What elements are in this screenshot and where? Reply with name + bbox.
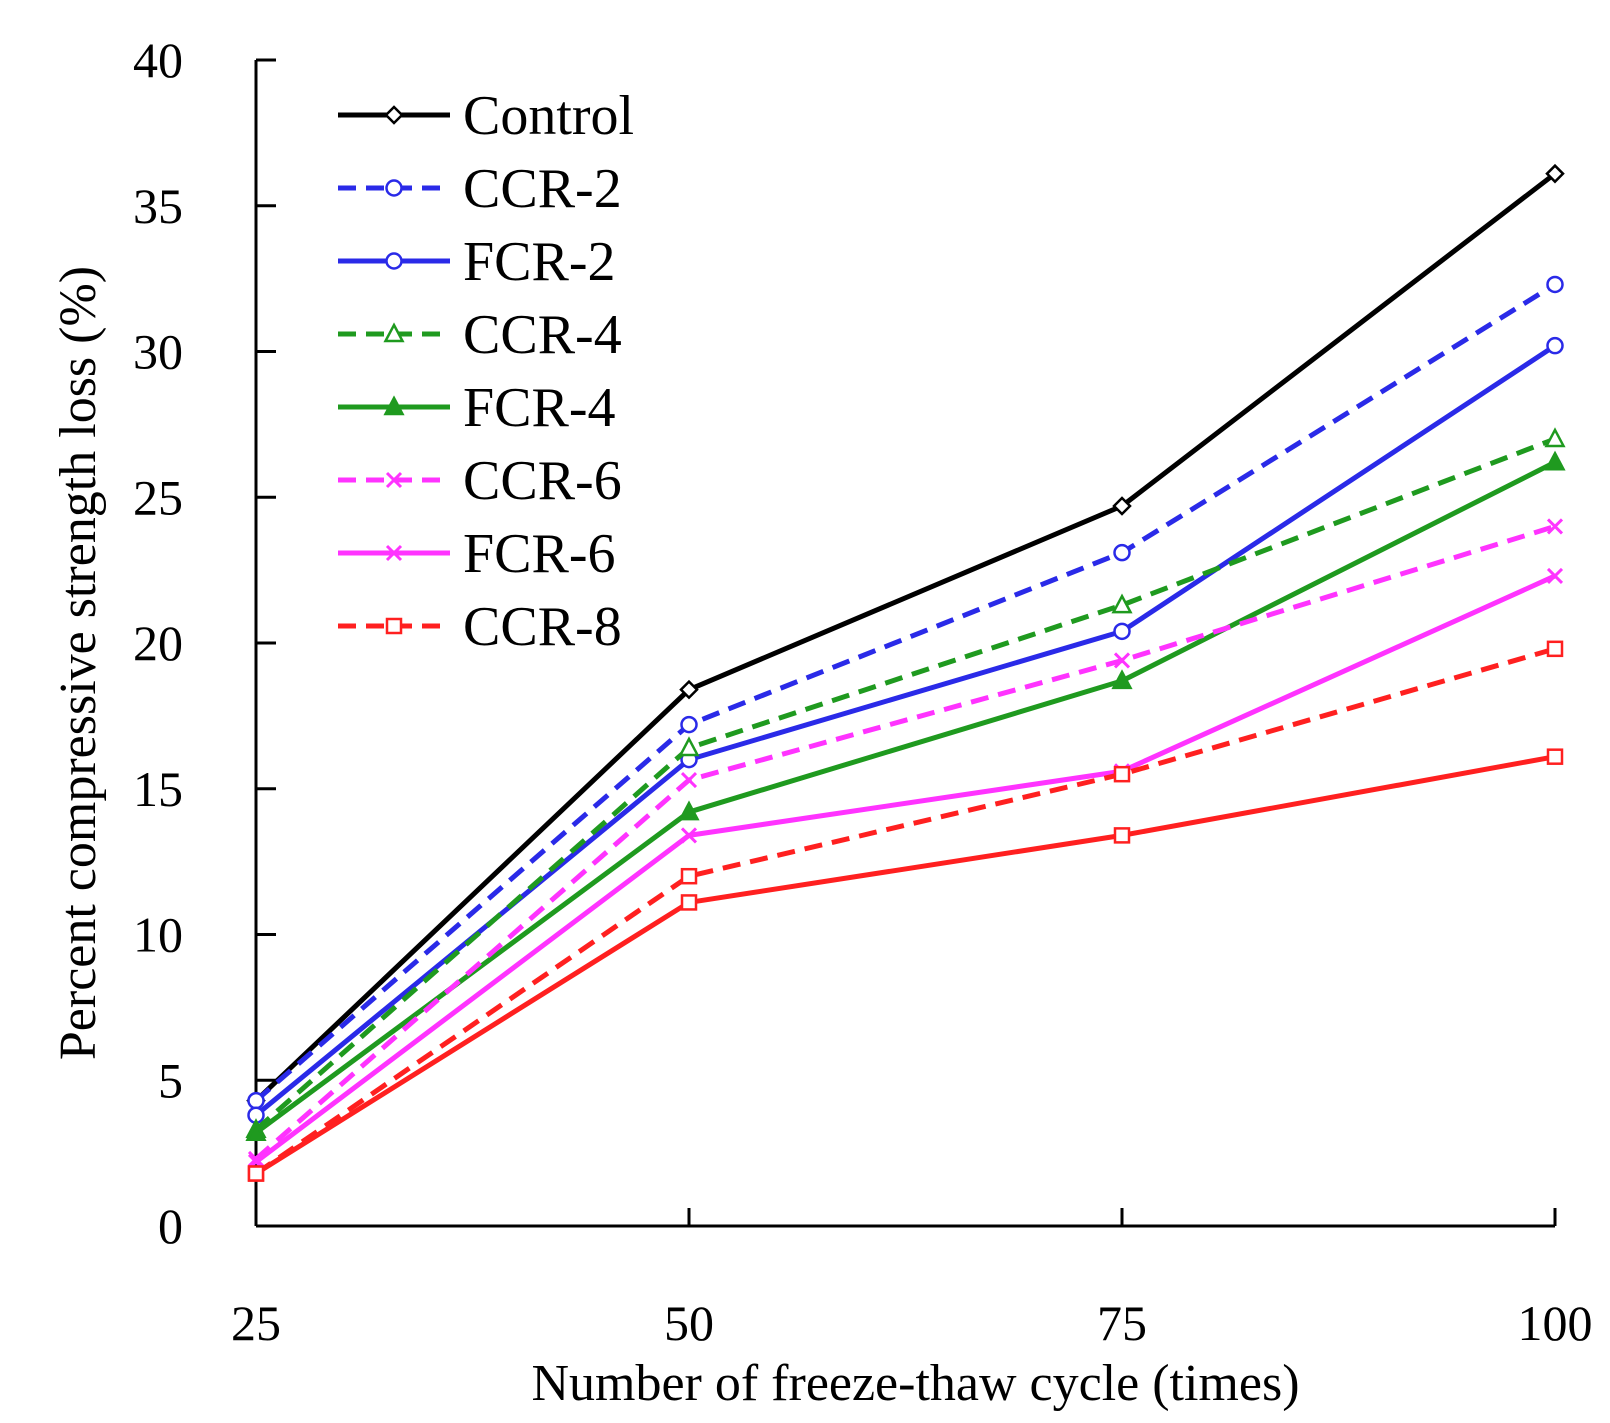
legend-item-fcr-2: FCR-2	[338, 231, 616, 293]
series-unlabeled-8-line	[254, 754, 1556, 1176]
y-tick-label: 35	[133, 178, 183, 234]
series-ccr-2-marker	[1113, 543, 1131, 562]
series-ccr-8-marker	[680, 867, 698, 885]
legend-item-control-label: Control	[463, 85, 634, 147]
series-ccr-4-marker	[1111, 593, 1133, 614]
series-fcr-4-marker	[678, 800, 700, 821]
legend: Control CCR-2 FCR-2 CCR-4 FCR-4 CCR-6 FCR-6 CCR…	[338, 85, 634, 658]
x-tick-label: 50	[664, 1295, 714, 1351]
legend-item-fcr-4-label: FCR-4	[463, 377, 616, 439]
legend-item-ccr-2-marker	[385, 179, 403, 197]
series-ccr-6-line	[254, 524, 1556, 1161]
series-control	[246, 163, 1565, 1111]
series-unlabeled-8-marker	[680, 894, 698, 911]
series-control-marker	[679, 679, 699, 700]
series-fcr-6-marker	[1546, 567, 1564, 585]
legend-item-ccr-4-marker	[383, 322, 405, 343]
series-ccr-2-marker	[1546, 275, 1564, 294]
series-ccr-6-marker	[680, 771, 698, 789]
series-fcr-4-marker	[1544, 450, 1566, 471]
y-tick-label: 20	[133, 615, 183, 671]
series-unlabeled-8-marker	[1546, 748, 1564, 765]
series-fcr-4-marker	[1111, 669, 1133, 690]
series-fcr-2-line	[254, 343, 1557, 1118]
legend-item-fcr-6: FCR-6	[338, 523, 616, 585]
legend-item-fcr-6-marker	[385, 544, 403, 562]
y-tick-label: 40	[133, 32, 183, 88]
x-axis-title: Number of freeze-thaw cycle (times)	[531, 1355, 1299, 1412]
x-tick-label: 75	[1097, 1295, 1147, 1351]
series-ccr-8-line	[254, 646, 1556, 1176]
legend-item-fcr-4: FCR-4	[338, 377, 616, 439]
series-unlabeled-8-marker	[1113, 827, 1131, 844]
series-layer	[245, 163, 1566, 1182]
series-fcr-4-marker	[245, 1121, 267, 1141]
series-fcr-6-marker	[680, 827, 698, 844]
series-ccr-6	[247, 518, 1564, 1168]
y-axis-title: Percent compressive strength loss (%)	[50, 266, 107, 1060]
legend-item-ccr-6-marker	[385, 471, 403, 489]
legend-item-ccr-8-marker	[385, 617, 403, 635]
y-tick-label: 10	[133, 907, 183, 963]
legend-item-ccr-8: CCR-8	[338, 596, 622, 658]
legend-item-fcr-4-marker	[383, 395, 405, 416]
legend-item-ccr-4-label: CCR-4	[463, 304, 622, 366]
series-ccr-2-marker	[680, 715, 698, 734]
x-tick-label: 100	[1518, 1295, 1593, 1351]
series-ccr-2	[247, 275, 1564, 1110]
legend-item-control: Control	[338, 85, 634, 147]
series-control-marker	[1545, 163, 1565, 184]
series-control-marker	[1112, 496, 1132, 516]
series-ccr-8-marker	[1546, 640, 1564, 658]
series-ccr-2-line	[254, 282, 1557, 1103]
series-fcr-2-marker	[1113, 622, 1131, 641]
series-ccr-8-marker	[1113, 765, 1131, 783]
y-tick-label: 0	[158, 1198, 183, 1254]
axes: 0 5 10 15 20 25 30 35 40 25 50 75 100	[133, 32, 1593, 1351]
series-fcr-4	[245, 450, 1566, 1141]
legend-item-ccr-4: CCR-4	[338, 304, 622, 366]
legend-item-ccr-8-label: CCR-8	[463, 596, 622, 658]
series-ccr-4-marker	[678, 736, 700, 757]
x-tick-label: 25	[231, 1295, 281, 1351]
legend-item-ccr-2-label: CCR-2	[463, 158, 622, 220]
series-ccr-4-marker	[1544, 427, 1566, 448]
legend-item-ccr-6-label: CCR-6	[463, 450, 622, 512]
series-fcr-6-line	[254, 573, 1557, 1164]
y-tick-label: 5	[158, 1052, 183, 1108]
legend-item-fcr-6-label: FCR-6	[463, 523, 616, 585]
series-fcr-4-line	[254, 460, 1557, 1135]
y-tick-label: 15	[133, 761, 183, 817]
y-tick-label: 30	[133, 324, 183, 380]
legend-item-control-marker	[384, 105, 404, 125]
legend-item-ccr-6: CCR-6	[338, 450, 622, 512]
series-ccr-2-marker	[247, 1091, 265, 1110]
series-control-line	[254, 171, 1557, 1103]
series-unlabeled-8-marker	[247, 1165, 265, 1182]
series-ccr-4	[245, 427, 1566, 1139]
legend-item-fcr-2-marker	[385, 252, 403, 270]
series-ccr-6-marker	[1113, 652, 1131, 669]
series-ccr-4-line	[254, 436, 1556, 1132]
series-unlabeled-8	[247, 748, 1564, 1182]
series-fcr-2	[247, 336, 1564, 1124]
legend-item-fcr-2-label: FCR-2	[463, 231, 616, 293]
series-ccr-6-marker	[1546, 518, 1564, 535]
y-tick-label: 25	[133, 469, 183, 525]
series-fcr-2-marker	[1546, 336, 1564, 355]
legend-item-ccr-2: CCR-2	[338, 158, 622, 220]
